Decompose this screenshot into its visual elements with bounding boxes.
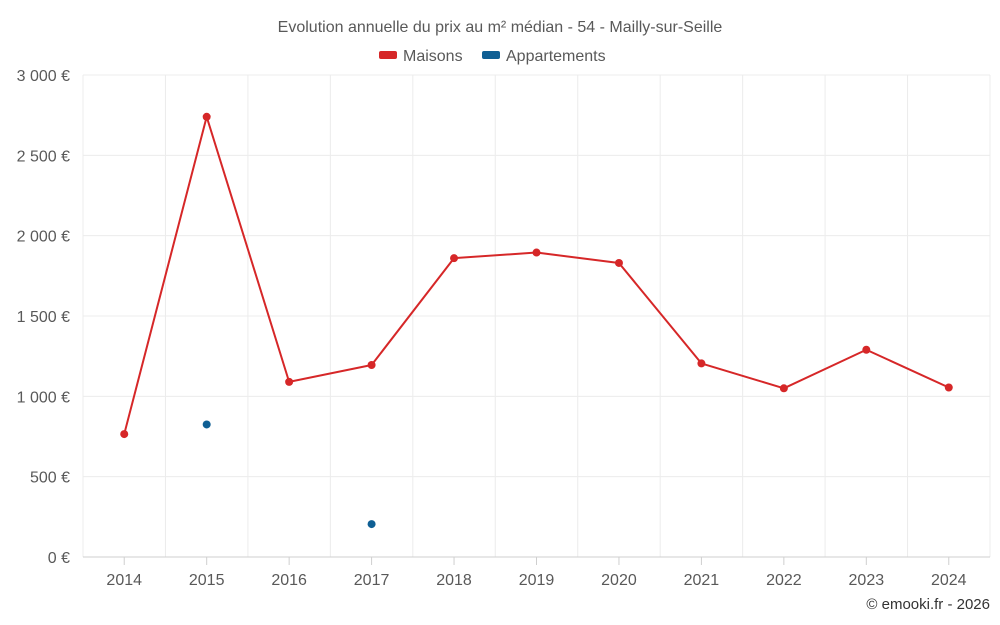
series <box>120 112 953 529</box>
x-tick-label: 2022 <box>766 572 802 589</box>
data-point-maisons <box>367 361 376 370</box>
grid <box>82 74 991 557</box>
x-tick-label: 2016 <box>271 572 307 589</box>
data-point-maisons <box>614 258 623 267</box>
data-point-maisons <box>532 248 541 257</box>
legend-item-appartements[interactable]: Appartements <box>482 48 606 65</box>
y-tick-label: 500 € <box>30 470 70 487</box>
legend-swatch-appartements <box>482 51 500 59</box>
chart-title: Evolution annuelle du prix au m² médian … <box>278 19 723 36</box>
x-tick-label: 2015 <box>189 572 225 589</box>
x-tick-label: 2019 <box>519 572 555 589</box>
legend[interactable]: Maisons Appartements <box>379 48 606 65</box>
x-tick-label: 2014 <box>106 572 142 589</box>
data-point-maisons <box>697 359 706 368</box>
y-tick-label: 3 000 € <box>17 68 70 85</box>
data-point-maisons <box>202 112 211 121</box>
y-tick-label: 0 € <box>48 550 70 567</box>
data-point-appartements <box>367 520 376 529</box>
y-tick-label: 1 000 € <box>17 389 70 406</box>
data-point-maisons <box>944 383 953 392</box>
y-tick-label: 2 500 € <box>17 148 70 165</box>
credit-text: © emooki.fr - 2026 <box>866 596 990 613</box>
x-tick-label: 2018 <box>436 572 472 589</box>
legend-label-appartements: Appartements <box>506 48 606 65</box>
x-tick-label: 2024 <box>931 572 967 589</box>
legend-item-maisons[interactable]: Maisons <box>379 48 463 65</box>
legend-swatch-maisons <box>379 51 397 59</box>
x-tick-label: 2023 <box>849 572 885 589</box>
data-point-maisons <box>779 384 788 393</box>
x-tick-label: 2020 <box>601 572 637 589</box>
data-point-maisons <box>285 377 294 386</box>
data-point-maisons <box>862 345 871 354</box>
x-tick-label: 2017 <box>354 572 390 589</box>
data-point-maisons <box>120 430 129 439</box>
y-tick-label: 1 500 € <box>17 309 70 326</box>
data-point-appartements <box>202 420 211 429</box>
x-tick-label: 2021 <box>684 572 720 589</box>
data-point-maisons <box>450 254 459 263</box>
legend-label-maisons: Maisons <box>403 48 463 65</box>
y-tick-label: 2 000 € <box>17 229 70 246</box>
axes: 0 € 500 € 1 000 € 1 500 € 2 000 € 2 500 € 3 00… <box>17 68 990 589</box>
